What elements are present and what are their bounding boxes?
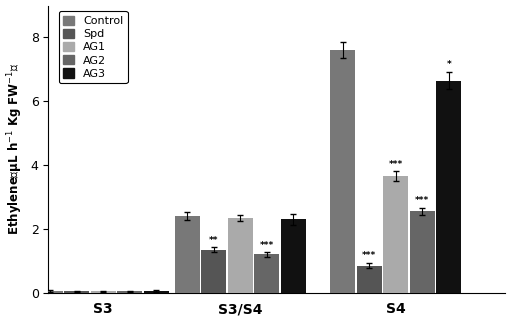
Text: ***: *** <box>415 196 429 205</box>
Bar <box>436 80 461 293</box>
Bar <box>144 291 169 293</box>
Bar <box>281 219 306 293</box>
Bar <box>330 50 355 293</box>
Bar <box>254 254 280 293</box>
Bar <box>201 250 226 293</box>
Bar <box>175 216 200 293</box>
Bar <box>228 218 253 293</box>
Text: ***: *** <box>389 160 403 169</box>
Bar <box>357 266 382 293</box>
Bar <box>91 291 116 293</box>
Y-axis label: Ethylene（μL h$^{-1}$ Kg FW$^{-1}$）: Ethylene（μL h$^{-1}$ Kg FW$^{-1}$） <box>6 63 25 235</box>
Text: ***: *** <box>260 241 274 250</box>
Bar <box>410 211 435 293</box>
Bar <box>64 291 89 293</box>
Text: ***: *** <box>362 251 377 260</box>
Bar <box>38 291 63 293</box>
Bar <box>383 176 408 293</box>
Text: *: * <box>447 60 451 69</box>
Text: **: ** <box>209 235 219 244</box>
Legend: Control, Spd, AG1, AG2, AG3: Control, Spd, AG1, AG2, AG3 <box>59 11 128 83</box>
Bar <box>117 291 143 293</box>
